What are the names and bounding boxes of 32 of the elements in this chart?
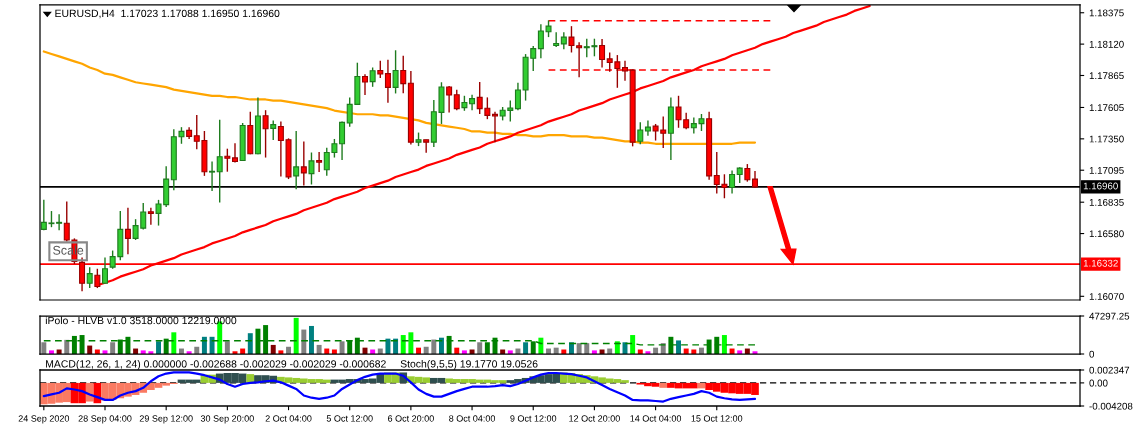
- y-tick-label: -0.004208: [1089, 402, 1133, 410]
- x-tick-label: 6 Oct 20:00: [388, 415, 434, 422]
- x-tick-label: 24 Sep 2020: [18, 415, 70, 424]
- y-tick-label: 1.16580: [1089, 230, 1124, 238]
- y-tick-label: 1.16835: [1089, 198, 1124, 206]
- y-tick-label: 1.18120: [1089, 40, 1124, 48]
- x-tick-label: 28 Sep 04:00: [78, 415, 132, 424]
- text: Stoch(9,5,5) 19.1770 19.0526: [400, 359, 538, 370]
- y-tick-label: 1.16070: [1089, 293, 1124, 300]
- x-tick-label: 12 Oct 20:00: [569, 415, 620, 422]
- y-tick-label: 0.00: [1089, 379, 1108, 387]
- x-tick-label: 9 Oct 12:00: [510, 415, 557, 422]
- y-tick-label: 1.18375: [1089, 9, 1124, 17]
- y-tick-label: 1.17865: [1089, 72, 1124, 80]
- chart-title: MACD(12, 26, 1, 24) 0.000000 -0.002688 -0.002029 -0.002029 -0.000682: [46, 359, 386, 370]
- x-tick-label: 8 Oct 04:00: [449, 415, 496, 422]
- y-tick-label: 1.17095: [1089, 166, 1124, 174]
- x-tick-label: 29 Sep 12:00: [139, 415, 193, 424]
- x-tick-label: 14 Oct 04:00: [630, 415, 682, 422]
- x-tick-label: 5 Oct 12:00: [326, 415, 373, 422]
- y-tick-label: 0: [1089, 350, 1095, 358]
- x-tick-label: 30 Sep 20:00: [200, 415, 254, 424]
- y-tick-label: 0.002347: [1089, 366, 1130, 374]
- y-tick-label: 47297.25: [1089, 312, 1130, 320]
- chart-title: EURUSD,H4 1.17023 1.17088 1.16950 1.16960: [55, 9, 280, 19]
- ref-line-label: 1.16960: [1083, 182, 1118, 190]
- y-tick-label: 1.17350: [1089, 135, 1124, 143]
- chart-title: iPolo - HLVB v1.0 3518.0000 12219.0000: [45, 316, 237, 325]
- y-tick-label: 1.17605: [1089, 104, 1124, 112]
- x-tick-label: 15 Oct 12:00: [691, 415, 743, 422]
- ref-line-label: 1.16332: [1083, 259, 1118, 267]
- x-tick-label: 2 Oct 04:00: [265, 415, 312, 422]
